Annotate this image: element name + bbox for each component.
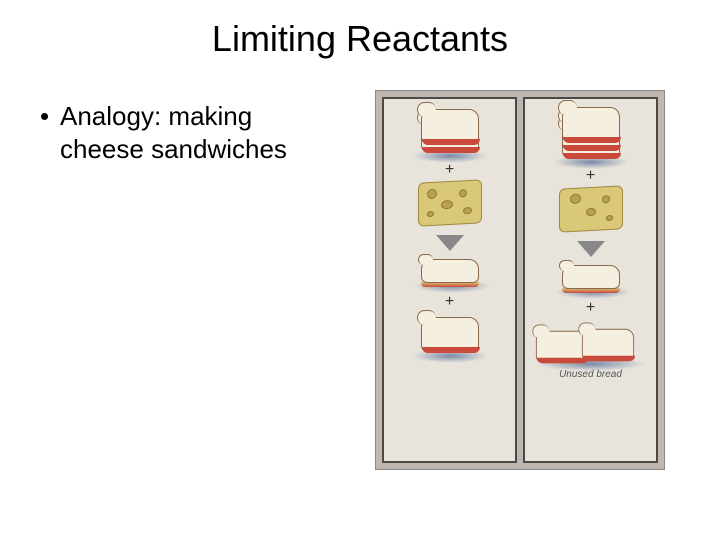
sandwich-diagram: + +	[375, 90, 665, 470]
arrow-down-icon	[577, 241, 605, 257]
bread-stack-right	[556, 107, 626, 161]
slide-title: Limiting Reactants	[0, 0, 720, 60]
plus-icon: +	[445, 161, 454, 179]
leftover-right	[531, 323, 651, 367]
diagram-area: + +	[340, 90, 700, 470]
arrow-down-icon	[436, 235, 464, 251]
content-row: Analogy: making cheese sandwiches +	[0, 60, 720, 470]
sandwich-left	[417, 259, 483, 287]
bullet-item: Analogy: making cheese sandwiches	[40, 100, 340, 165]
cheese-left	[418, 179, 482, 226]
plus-icon: +	[586, 167, 595, 185]
plus-icon: +	[445, 293, 454, 311]
cheese-right	[559, 185, 623, 232]
bread-stack-left	[415, 107, 485, 155]
panel-right: + + Unused	[523, 97, 658, 463]
leftover-left	[415, 313, 485, 355]
bullet-list: Analogy: making cheese sandwiches	[40, 90, 340, 470]
plus-icon: +	[586, 299, 595, 317]
panel-left: + +	[382, 97, 517, 463]
sandwich-right	[558, 265, 624, 293]
